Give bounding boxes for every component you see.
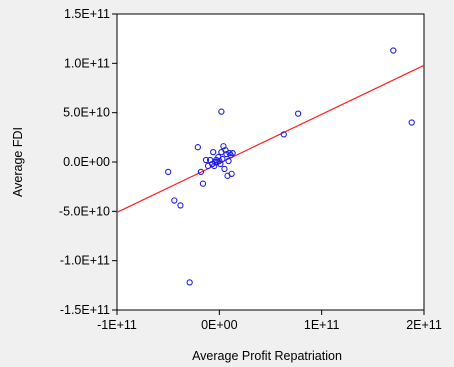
y-tick-label: -1.5E+11 [60, 303, 110, 317]
x-tick-label: -1E+11 [97, 318, 137, 332]
data-point [210, 148, 217, 156]
x-axis-title: Average Profit Repatriation [192, 349, 342, 363]
y-tick-label: 5.0E+10 [63, 106, 110, 120]
data-point [223, 150, 230, 158]
x-tick-label: 2E+11 [406, 318, 442, 332]
data-point [221, 165, 228, 173]
y-tick-label: 1.0E+11 [64, 56, 110, 70]
data-point [390, 47, 397, 54]
data-point [199, 180, 207, 187]
data-point [408, 119, 415, 126]
data-point [165, 168, 172, 176]
x-tick-label: 0E+00 [201, 318, 238, 332]
data-point [194, 144, 201, 151]
data-point [211, 162, 218, 170]
data-point [229, 149, 236, 157]
data-point [280, 131, 287, 138]
data-point [202, 156, 210, 164]
y-tick-label: -1.0E+11 [60, 254, 110, 268]
data-point [186, 279, 193, 286]
data-point [225, 157, 232, 165]
data-point [228, 170, 235, 177]
axis-ticks: -1E+11 0E+00 1E+11 2E+11 1.5E+11 1.0E+11 5.0E+… [59, 7, 442, 332]
plot-area [116, 13, 425, 311]
data-point [218, 108, 225, 115]
data-point [222, 147, 229, 154]
y-tick-label: 1.5E+11 [64, 7, 110, 21]
data-point [171, 197, 178, 204]
data-point [294, 110, 302, 117]
data-point [197, 168, 205, 176]
y-tick-label: -5.0E+10 [59, 204, 110, 218]
data-point [219, 155, 226, 163]
x-tick-label: 1E+11 [304, 318, 340, 332]
fit-line-group [116, 64, 425, 213]
data-points [165, 47, 415, 286]
y-tick-label: 0.0E+00 [63, 155, 110, 169]
y-axis-title: Average FDI [11, 127, 25, 197]
data-point [177, 202, 184, 209]
fit-line [116, 64, 425, 213]
